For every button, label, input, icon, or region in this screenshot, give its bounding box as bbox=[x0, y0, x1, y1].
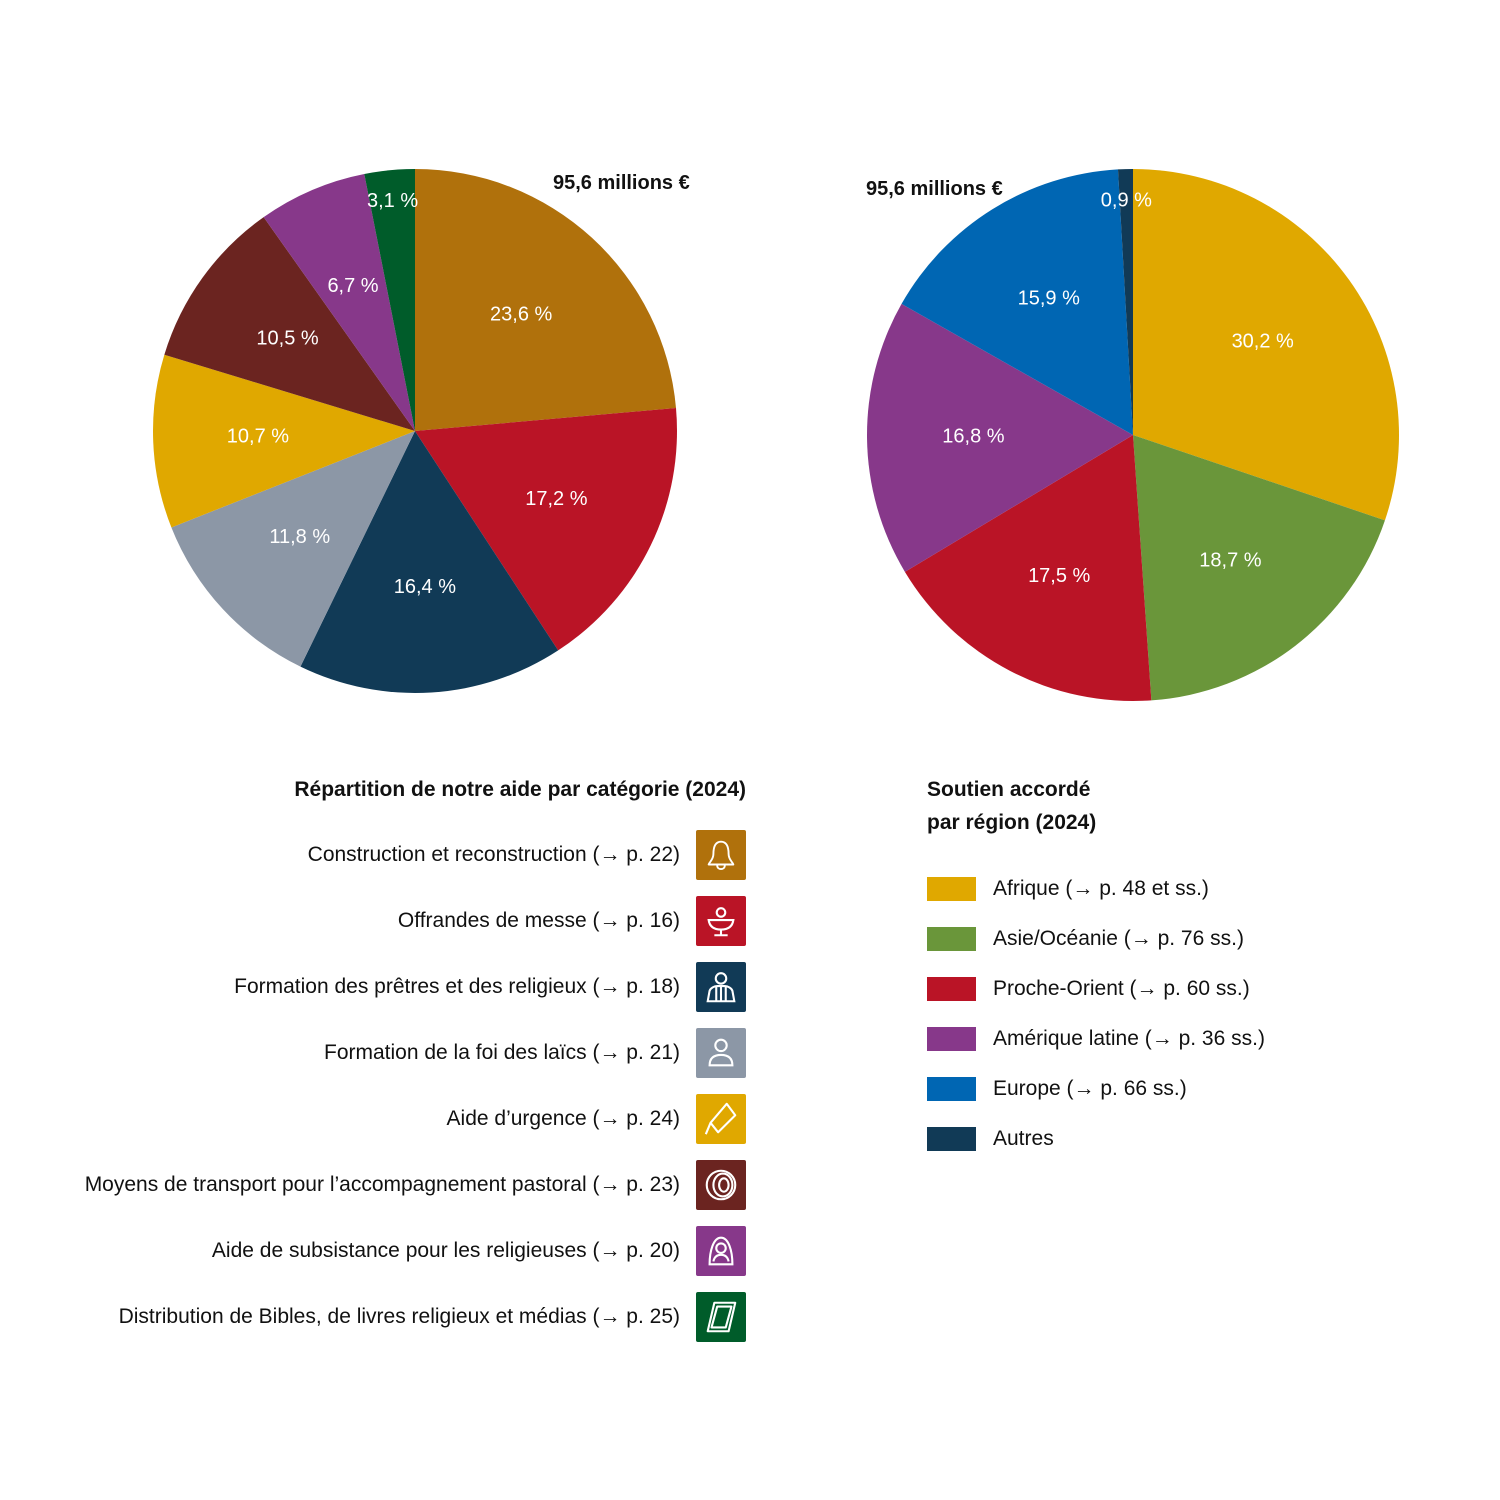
legend-item-proche-orient: Proche-Orient (→ p. 60 ss.) bbox=[927, 964, 1347, 1014]
pie-slice-afrique bbox=[1133, 169, 1399, 521]
slice-label: 18,7 % bbox=[1199, 550, 1261, 572]
legend-item-lay-faith-formation: Formation de la foi des laïcs (→ p. 21) bbox=[0, 1028, 746, 1078]
slice-label: 10,5 % bbox=[256, 327, 318, 349]
slice-label: 0,9 % bbox=[1101, 189, 1152, 211]
legend-swatch bbox=[927, 1027, 976, 1051]
pie-slice-europe bbox=[901, 169, 1133, 436]
legend-item-bible-distribution: Distribution de Bibles, de livres religi… bbox=[0, 1292, 746, 1342]
region-legend-title: Soutien accordé par région (2024) bbox=[927, 773, 1187, 839]
legend-item-europe: Europe (→ p. 66 ss.) bbox=[927, 1064, 1347, 1114]
pie-slice-amerique-latine bbox=[866, 303, 1133, 572]
slice-label: 23,6 % bbox=[490, 303, 552, 325]
book-icon bbox=[696, 1292, 746, 1342]
slice-label: 16,4 % bbox=[394, 576, 456, 598]
category-total-label: 95,6 millions € bbox=[553, 172, 690, 194]
legend-item-construction: Construction et reconstruction (→ p. 22) bbox=[0, 830, 746, 880]
legend-label: Construction et reconstruction (→ p. 22) bbox=[307, 843, 680, 866]
region-legend: Afrique (→ p. 48 et ss.) Asie/Océanie (→… bbox=[927, 864, 1347, 1164]
legend-label: Formation des prêtres et des religieux (… bbox=[234, 975, 680, 998]
category-legend-title: Répartition de notre aide par catégorie … bbox=[294, 778, 746, 801]
slice-label: 10,7 % bbox=[227, 426, 289, 448]
legend-swatch bbox=[927, 927, 976, 951]
legend-swatch bbox=[927, 977, 976, 1001]
pie-slice-aide-d-urgence bbox=[153, 354, 415, 528]
slice-label: 17,2 % bbox=[525, 488, 587, 510]
legend-label: Aide d’urgence (→ p. 24) bbox=[446, 1107, 680, 1130]
region-total-label: 95,6 millions € bbox=[866, 178, 1003, 200]
pie-slice-aide-de-subsistance-pour-les-religieuses bbox=[263, 173, 415, 431]
legend-item-afrique: Afrique (→ p. 48 et ss.) bbox=[927, 864, 1347, 914]
legend-swatch bbox=[927, 1127, 976, 1151]
slice-label: 11,8 % bbox=[269, 526, 330, 548]
legend-label: Europe (→ p. 66 ss.) bbox=[993, 1077, 1187, 1100]
legend-swatch bbox=[927, 1077, 976, 1101]
legend-label: Formation de la foi des laïcs (→ p. 21) bbox=[324, 1041, 680, 1064]
charts-canvas: 23,6 % 17,2 % 16,4 % 11,8 % 10,7 % 10,5 % 6,7 … bbox=[153, 169, 1399, 702]
region-pie-chart: 30,2 % 18,7 % 17,5 % 16,8 % 15,9 % 0,9 % bbox=[866, 169, 1399, 702]
person-icon bbox=[696, 1028, 746, 1078]
region-legend-title-line-1: Soutien accordé bbox=[927, 778, 1091, 801]
legend-item-mass-offerings: Offrandes de messe (→ p. 16) bbox=[0, 896, 746, 946]
priest-icon bbox=[696, 962, 746, 1012]
category-legend: Construction et reconstruction (→ p. 22)… bbox=[0, 830, 746, 1358]
emergency-icon bbox=[696, 1094, 746, 1144]
region-legend-title-line-2: par région (2024) bbox=[927, 811, 1097, 834]
legend-label: Afrique (→ p. 48 et ss.) bbox=[993, 877, 1209, 900]
bell-icon bbox=[696, 830, 746, 880]
slice-label: 30,2 % bbox=[1232, 330, 1294, 352]
legend-label: Offrandes de messe (→ p. 16) bbox=[397, 909, 680, 932]
legend-label: Amérique latine (→ p. 36 ss.) bbox=[993, 1027, 1265, 1050]
pie-slice-asie-oceanie bbox=[1133, 435, 1385, 701]
pie-slice-distribution-de-bibles-de-livres-religieux-et-medias bbox=[364, 169, 415, 431]
pie-slice-construction-et-reconstruction bbox=[415, 169, 676, 431]
legend-item-emergency-aid: Aide d’urgence (→ p. 24) bbox=[0, 1094, 746, 1144]
slice-label: 17,5 % bbox=[1028, 565, 1090, 587]
pie-slice-offrandes-de-messe bbox=[415, 407, 677, 651]
pie-slice-proche-orient bbox=[904, 435, 1152, 702]
legend-label: Aide de subsistance pour les religieuses… bbox=[211, 1239, 680, 1262]
legend-item-transport: Moyens de transport pour l’accompagnemen… bbox=[0, 1160, 746, 1210]
legend-label: Autres bbox=[993, 1127, 1054, 1150]
pie-slice-formation-de-la-foi-des-laics bbox=[171, 431, 415, 667]
legend-item-asie-oceanie: Asie/Océanie (→ p. 76 ss.) bbox=[927, 914, 1347, 964]
legend-item-amerique-latine: Amérique latine (→ p. 36 ss.) bbox=[927, 1014, 1347, 1064]
legend-label: Asie/Océanie (→ p. 76 ss.) bbox=[993, 927, 1244, 950]
legend-label: Distribution de Bibles, de livres religi… bbox=[118, 1305, 680, 1328]
legend-label: Moyens de transport pour l’accompagnemen… bbox=[84, 1173, 680, 1196]
nun-icon bbox=[696, 1226, 746, 1276]
slice-label: 15,9 % bbox=[1018, 288, 1080, 310]
pie-slice-autres bbox=[1117, 169, 1133, 435]
legend-swatch bbox=[927, 877, 976, 901]
slice-label: 3,1 % bbox=[367, 190, 418, 212]
pie-slice-formation-des-pretres-et-des-religieux bbox=[300, 431, 559, 694]
legend-label: Proche-Orient (→ p. 60 ss.) bbox=[993, 977, 1250, 1000]
slice-label: 6,7 % bbox=[327, 275, 378, 297]
slice-label: 16,8 % bbox=[942, 425, 1004, 447]
pie-slice-moyens-de-transport-pour-l-accompagnement-pastoral bbox=[164, 217, 415, 431]
legend-item-priest-formation: Formation des prêtres et des religieux (… bbox=[0, 962, 746, 1012]
chalice-icon bbox=[696, 896, 746, 946]
legend-item-autres: Autres bbox=[927, 1114, 1347, 1164]
category-pie-chart: 23,6 % 17,2 % 16,4 % 11,8 % 10,7 % 10,5 % 6,7 … bbox=[153, 169, 677, 694]
legend-item-nun-subsistence: Aide de subsistance pour les religieuses… bbox=[0, 1226, 746, 1276]
tire-icon bbox=[696, 1160, 746, 1210]
